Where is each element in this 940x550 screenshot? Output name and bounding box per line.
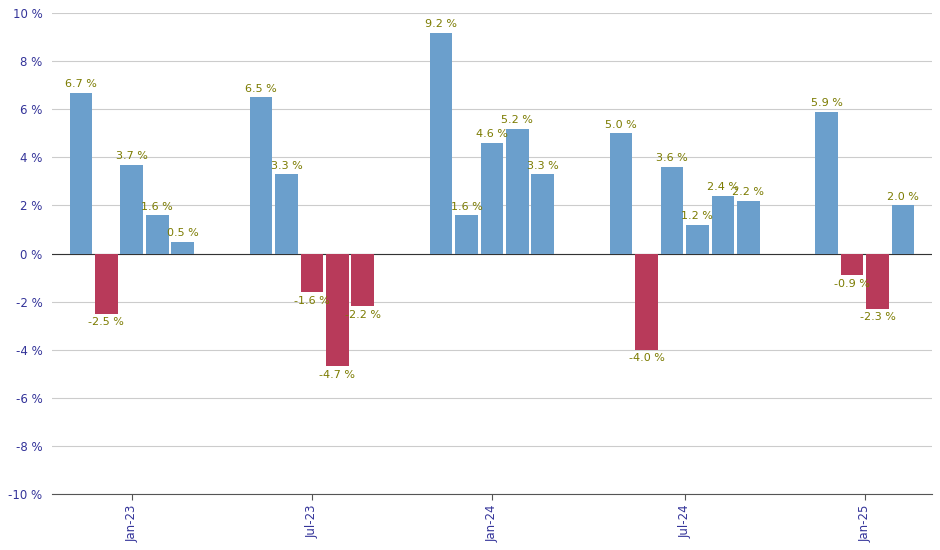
- Text: 1.2 %: 1.2 %: [682, 211, 713, 221]
- Text: 5.0 %: 5.0 %: [605, 120, 637, 130]
- Text: -0.9 %: -0.9 %: [834, 279, 870, 289]
- Text: -4.7 %: -4.7 %: [320, 370, 355, 380]
- Bar: [70, 92, 92, 254]
- Bar: [455, 215, 478, 254]
- Bar: [610, 134, 633, 254]
- Text: 4.6 %: 4.6 %: [476, 129, 508, 140]
- Bar: [686, 225, 709, 254]
- Text: 3.3 %: 3.3 %: [527, 161, 558, 170]
- Bar: [840, 254, 864, 275]
- Bar: [250, 97, 273, 254]
- Bar: [326, 254, 349, 366]
- Bar: [430, 32, 452, 254]
- Text: 2.0 %: 2.0 %: [887, 192, 919, 202]
- Text: 2.4 %: 2.4 %: [707, 182, 739, 192]
- Bar: [275, 174, 298, 254]
- Text: -2.5 %: -2.5 %: [88, 317, 124, 327]
- Text: 3.6 %: 3.6 %: [656, 153, 688, 163]
- Text: 5.9 %: 5.9 %: [810, 98, 842, 108]
- Text: 3.3 %: 3.3 %: [271, 161, 303, 170]
- Bar: [815, 112, 838, 254]
- Text: 6.7 %: 6.7 %: [65, 79, 97, 89]
- Bar: [146, 215, 168, 254]
- Text: 5.2 %: 5.2 %: [501, 115, 533, 125]
- Text: 3.7 %: 3.7 %: [116, 151, 148, 161]
- Bar: [480, 143, 503, 254]
- Text: -4.0 %: -4.0 %: [629, 353, 665, 363]
- Text: 6.5 %: 6.5 %: [245, 84, 277, 94]
- Text: -2.3 %: -2.3 %: [859, 312, 896, 322]
- Text: 2.2 %: 2.2 %: [732, 187, 764, 197]
- Text: -1.6 %: -1.6 %: [294, 295, 330, 306]
- Bar: [737, 201, 760, 254]
- Bar: [171, 241, 194, 254]
- Bar: [866, 254, 889, 309]
- Bar: [892, 206, 915, 254]
- Bar: [635, 254, 658, 350]
- Text: 9.2 %: 9.2 %: [425, 19, 457, 29]
- Text: -2.2 %: -2.2 %: [345, 310, 381, 320]
- Text: 1.6 %: 1.6 %: [450, 201, 482, 212]
- Bar: [95, 254, 118, 314]
- Bar: [352, 254, 374, 306]
- Bar: [301, 254, 323, 292]
- Bar: [712, 196, 734, 254]
- Text: 0.5 %: 0.5 %: [166, 228, 198, 238]
- Text: 1.6 %: 1.6 %: [141, 201, 173, 212]
- Bar: [120, 164, 143, 254]
- Bar: [506, 129, 528, 254]
- Bar: [531, 174, 554, 254]
- Bar: [661, 167, 683, 254]
